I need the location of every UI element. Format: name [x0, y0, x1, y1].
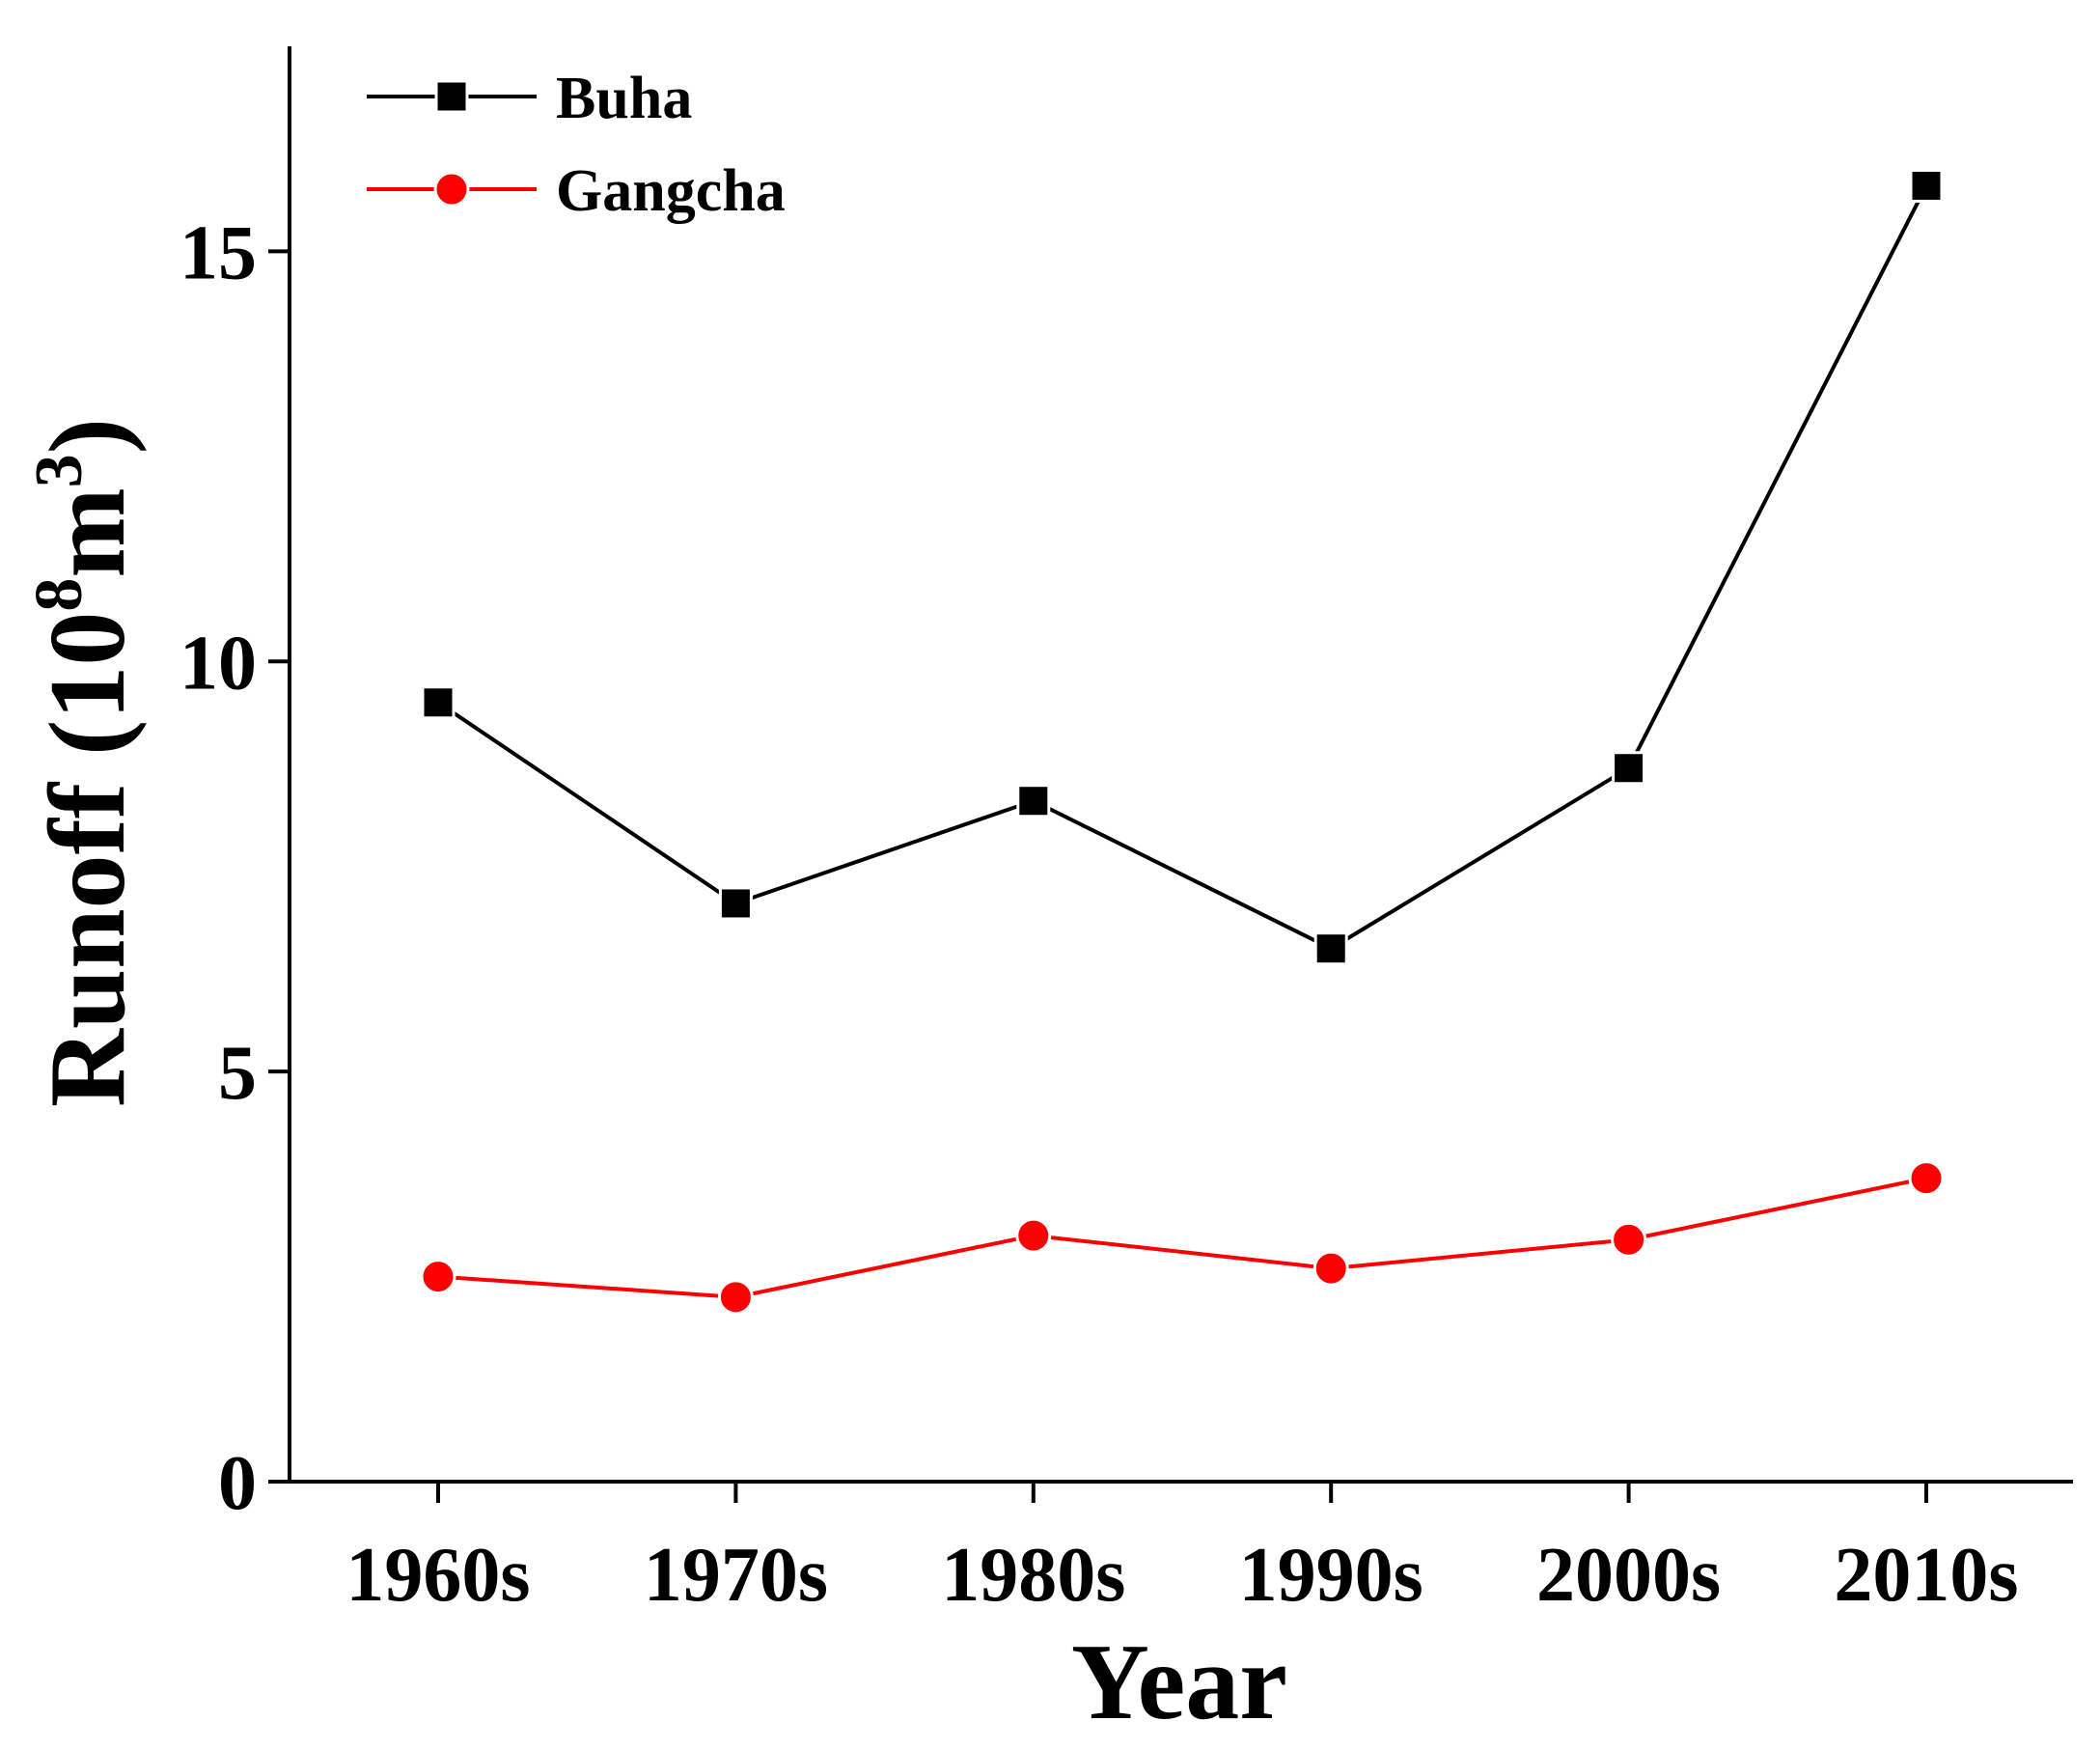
x-tick-label: 1990s — [1239, 1533, 1423, 1618]
data-point-buha — [1909, 168, 1944, 203]
y-axis-title-unit-m: m — [28, 487, 148, 577]
y-tick-label: 10 — [180, 621, 257, 706]
x-ticks: 1960s 1970s 1980s 1990s 2000s 2010s — [345, 1482, 2019, 1618]
y-axis-title-prefix: Runoff (10 — [28, 612, 148, 1107]
legend: Buha Gangcha — [367, 66, 786, 224]
y-axis-title: Runoff (108m3) — [22, 418, 148, 1107]
data-point-gangcha — [1015, 1217, 1052, 1254]
legend-label-gangcha: Gangcha — [556, 158, 786, 224]
data-point-buha — [1612, 751, 1646, 786]
legend-marker-gangcha — [433, 171, 470, 208]
y-axis-title-superscript-8: 8 — [22, 578, 97, 612]
y-ticks: 0 5 10 15 — [180, 210, 290, 1526]
data-point-gangcha — [1312, 1250, 1349, 1287]
legend-label-buha: Buha — [556, 66, 692, 131]
data-point-gangcha — [717, 1279, 754, 1316]
x-tick-label: 2000s — [1536, 1533, 1721, 1618]
x-tick-label: 2010s — [1834, 1533, 2018, 1618]
legend-marker-buha — [434, 79, 469, 114]
y-tick-label: 15 — [180, 210, 257, 295]
data-point-gangcha — [420, 1259, 456, 1295]
data-point-buha — [421, 685, 456, 720]
x-axis-title: Year — [1071, 1623, 1287, 1742]
series-line-gangcha — [437, 1176, 1927, 1299]
series-lines — [436, 184, 1928, 1299]
data-point-buha — [718, 886, 753, 921]
data-point-buha — [1016, 784, 1051, 819]
y-tick-label: 5 — [218, 1031, 257, 1116]
y-tick-label: 0 — [218, 1441, 257, 1526]
data-point-gangcha — [1611, 1221, 1647, 1258]
series-markers — [420, 168, 1945, 1316]
data-point-buha — [1313, 931, 1348, 966]
x-tick-label: 1960s — [345, 1533, 530, 1618]
series-line-buha — [436, 184, 1928, 951]
x-tick-label: 1980s — [941, 1533, 1125, 1618]
data-point-gangcha — [1908, 1160, 1945, 1197]
y-axis-title-superscript-3: 3 — [22, 454, 97, 487]
x-tick-label: 1970s — [644, 1533, 828, 1618]
y-axis-title-suffix: ) — [28, 418, 148, 454]
axes — [288, 46, 2073, 1484]
